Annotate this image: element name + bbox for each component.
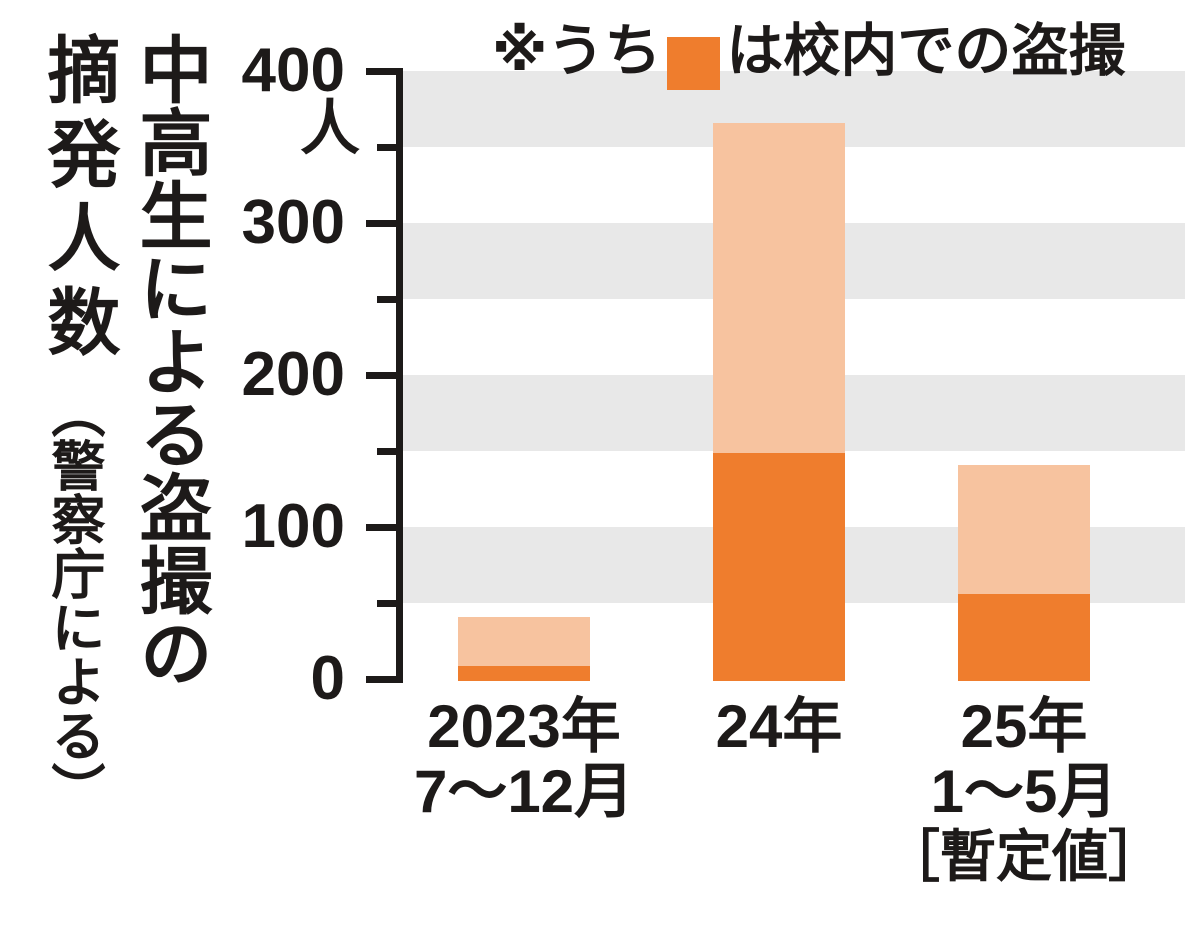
bar-school-segment: [458, 665, 590, 681]
y-axis-unit-label: 人: [300, 95, 360, 162]
x-category-label: 25年 1〜5月 ［暫定値］: [884, 694, 1164, 889]
bar-school-segment: [713, 453, 845, 681]
y-tick-major: [366, 219, 396, 227]
x-category-label-line: 1〜5月: [930, 758, 1118, 825]
x-category-label-line: 7〜12月: [413, 758, 635, 825]
y-tick-label: 400: [241, 36, 345, 105]
y-tick-label: 0: [310, 644, 345, 713]
y-tick-major: [366, 371, 396, 379]
x-category-label: 2023年 7〜12月: [414, 694, 634, 824]
y-tick-minor: [377, 447, 396, 455]
y-tick-minor: [377, 599, 396, 607]
bar-school-segment: [958, 594, 1090, 681]
x-category-label-line: ［暫定値］: [884, 825, 1164, 888]
y-tick-label: 200: [241, 340, 345, 409]
legend-swatch-icon: [667, 37, 721, 90]
legend: ※うち は校内での盗撮: [492, 21, 1125, 90]
source-note: （警察庁による）: [43, 384, 103, 816]
y-tick-major: [366, 523, 396, 531]
x-category-label-line: 24年: [715, 693, 843, 760]
y-tick-label: 300: [241, 188, 345, 257]
y-tick-label: 100: [241, 492, 345, 561]
y-tick-major: [366, 675, 396, 683]
y-axis-line: [396, 67, 403, 683]
x-category-label: 24年: [716, 694, 843, 759]
y-tick-minor: [377, 143, 396, 151]
chart-title-line-1: 中高生による盗撮の: [129, 32, 210, 689]
legend-prefix-text: ※うち: [492, 19, 662, 83]
x-category-label-line: 25年: [960, 693, 1088, 760]
legend-suffix-text: は校内での盗撮: [726, 19, 1126, 83]
chart-title-line-2: 摘発人数: [37, 32, 118, 368]
y-tick-major: [366, 67, 396, 75]
y-tick-minor: [377, 295, 396, 303]
x-category-label-line: 2023年: [427, 693, 621, 760]
